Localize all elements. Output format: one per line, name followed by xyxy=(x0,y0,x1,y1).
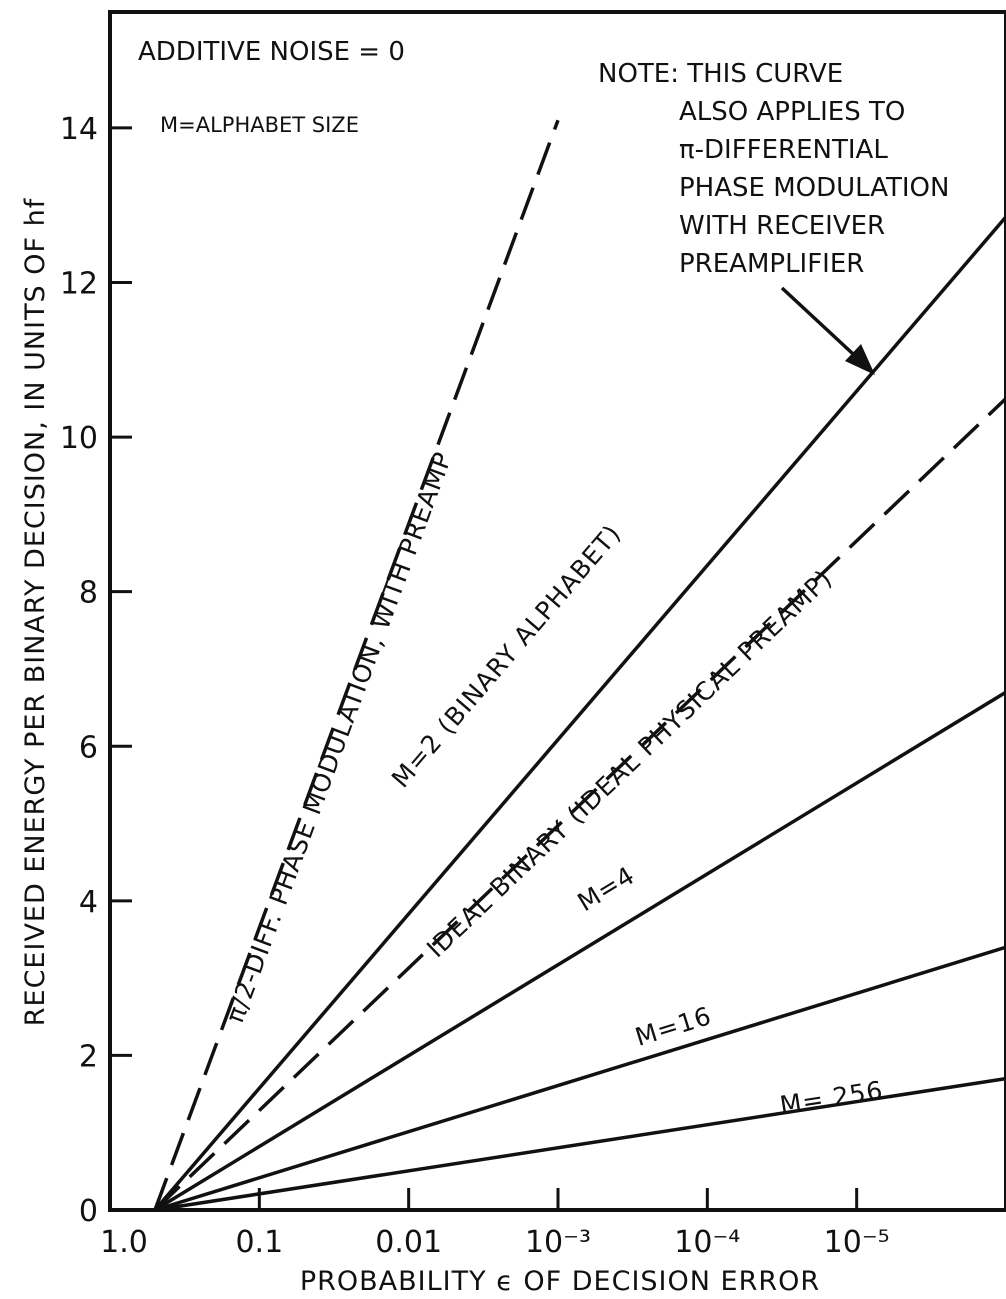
series-line-2 xyxy=(153,397,1006,1212)
series-line-5 xyxy=(154,1076,1006,1212)
y-tick-label: 4 xyxy=(79,885,98,920)
y-tick-label: 6 xyxy=(79,730,98,765)
y-tick-label: 2 xyxy=(79,1039,98,1074)
note-line-1: NOTE: THIS CURVE xyxy=(598,59,843,89)
x-tick-label: 10⁻³ xyxy=(525,1225,591,1260)
note-line-4: PHASE MODULATION xyxy=(679,173,949,203)
annotation-alphabet-size: M=ALPHABET SIZE xyxy=(160,113,359,137)
x-axis-ticks: 1.0 0.1 0.01 10⁻³ 10⁻⁴ 10⁻⁵ xyxy=(100,1188,890,1260)
x-tick-label: 10⁻⁵ xyxy=(824,1225,890,1260)
series-label-4: M=16 xyxy=(632,1001,715,1052)
y-tick-label: 10 xyxy=(60,421,98,456)
x-tick-label: 1.0 xyxy=(100,1225,148,1260)
annotation-additive-noise: ADDITIVE NOISE = 0 xyxy=(138,37,405,67)
series-label-5: M= 256 xyxy=(778,1075,885,1120)
x-tick-label: 10⁻⁴ xyxy=(674,1225,740,1260)
series-label-3: M=4 xyxy=(573,860,641,917)
series-line-1 xyxy=(153,215,1006,1212)
y-tick-label: 12 xyxy=(60,267,98,302)
series-line-3 xyxy=(154,690,1006,1212)
note-line-2: ALSO APPLIES TO xyxy=(679,97,905,127)
y-axis-title: RECEIVED ENERGY PER BINARY DECISION, IN … xyxy=(20,197,51,1026)
y-tick-label: 8 xyxy=(79,576,98,611)
note-line-3: π-DIFFERENTIAL xyxy=(679,135,888,165)
x-axis-title: PROBABILITY ϵ OF DECISION ERROR xyxy=(300,1266,820,1297)
curves xyxy=(110,119,1006,1212)
x-tick-label: 0.01 xyxy=(375,1225,442,1260)
note-arrow-icon xyxy=(780,286,875,375)
series-line-4 xyxy=(154,945,1006,1212)
x-tick-label: 0.1 xyxy=(235,1225,283,1260)
series-label-1: M=2 (BINARY ALPHABET) xyxy=(386,519,627,793)
y-tick-label: 14 xyxy=(60,112,98,147)
y-tick-label: 0 xyxy=(79,1194,98,1229)
y-axis-ticks: 0 2 4 6 8 10 12 14 xyxy=(60,112,132,1229)
series-line-0 xyxy=(153,119,560,1211)
note-line-5: WITH RECEIVER xyxy=(679,211,885,241)
note-block: NOTE: THIS CURVE ALSO APPLIES TO π-DIFFE… xyxy=(598,59,949,279)
note-line-6: PREAMPLIFIER xyxy=(679,249,864,279)
series-label-2: IDEAL BINARY (IDEAL PHYSICAL PREAMP) xyxy=(421,564,838,963)
